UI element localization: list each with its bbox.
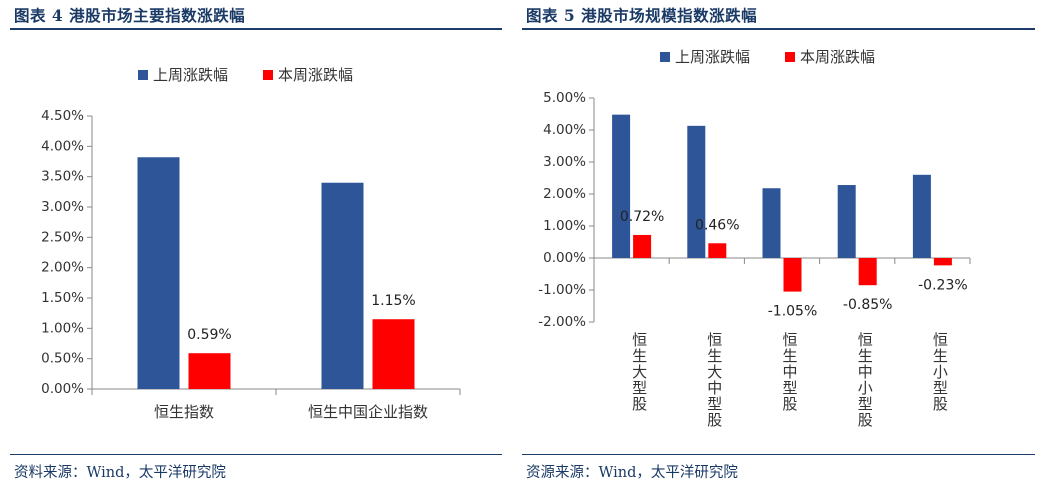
bar-last-week: [321, 182, 364, 389]
y-tick-label: 4.00%: [41, 138, 84, 154]
source-note: 资源来源：Wind，太平洋研究院: [526, 465, 738, 481]
bar-this-week: [783, 258, 802, 292]
y-tick-label: 1.50%: [41, 290, 84, 306]
bar-last-week: [612, 114, 631, 258]
source-rule: [522, 454, 1035, 455]
legend-label: 上周涨跌幅: [153, 66, 228, 84]
x-category-label: 大: [707, 363, 722, 381]
data-label: 0.46%: [695, 217, 739, 233]
bar-last-week: [837, 185, 856, 258]
x-category-label: 恒: [707, 331, 722, 349]
x-category-label: 恒生中国企业指数: [308, 403, 428, 421]
y-tick-label: 3.00%: [543, 154, 586, 170]
data-label: -1.05%: [768, 304, 818, 320]
x-category-label: 生: [632, 347, 647, 365]
bar-last-week: [912, 174, 931, 258]
x-category-label: 生: [707, 347, 722, 365]
y-tick-label: 0.50%: [41, 351, 84, 367]
y-tick-label: 4.50%: [41, 108, 84, 124]
x-category-label: 中: [707, 379, 722, 397]
x-category-label: 股: [858, 411, 873, 429]
y-tick-label: 2.00%: [41, 260, 84, 276]
left-chart: 上周涨跌幅 本周涨跌幅 4.50% 4.00% 3.50% 3.00% 2.50% 2.00%…: [41, 66, 461, 421]
right-chart: 上周涨跌幅 本周涨跌幅 5.00% 4.00% 3.00% 2.00% 1.00% 0.00%…: [538, 48, 971, 429]
y-tick-label: 2.50%: [41, 229, 84, 245]
x-category-label: 小: [933, 363, 948, 381]
x-category-label: 恒: [782, 331, 797, 349]
y-tick-label: 1.00%: [543, 218, 586, 234]
y-tick-label: 1.00%: [41, 320, 84, 336]
legend-swatch: [660, 52, 670, 62]
y-tick-label: 3.00%: [41, 199, 84, 215]
source-note: 资料来源：Wind，太平洋研究院: [14, 465, 226, 481]
data-label: 0.59%: [187, 327, 231, 343]
x-category-label: 生: [858, 347, 873, 365]
data-label: -0.23%: [918, 277, 968, 293]
legend-label: 上周涨跌幅: [675, 48, 750, 66]
x-category-label: 型: [782, 379, 797, 397]
bar-last-week: [137, 157, 180, 389]
chart-title: 图表 5 港股市场规模指数涨跌幅: [526, 6, 758, 25]
x-category-label: 生: [933, 347, 948, 365]
data-label: -0.85%: [843, 297, 893, 313]
x-category-label: 恒: [858, 331, 873, 349]
bar-this-week: [188, 353, 231, 389]
legend-swatch: [785, 52, 795, 62]
chart-title: 图表 4 港股市场主要指数涨跌幅: [14, 6, 246, 25]
legend-swatch: [138, 70, 148, 80]
x-category-label: 股: [782, 395, 797, 413]
right-panel: 图表 5 港股市场规模指数涨跌幅 上周涨跌幅 本周涨跌幅 5.00% 4.00% 3.0…: [512, 0, 1039, 488]
x-category-label: 恒: [933, 331, 948, 349]
x-category-label: 型: [933, 379, 948, 397]
legend-swatch: [263, 70, 273, 80]
x-category-label: 大: [632, 363, 647, 381]
bar-this-week: [633, 234, 652, 258]
x-category-label: 中: [782, 363, 797, 381]
x-category-label: 型: [707, 395, 722, 413]
y-tick-label: 3.50%: [41, 169, 84, 185]
bar-this-week: [933, 258, 952, 266]
title-rule: [522, 28, 1035, 30]
y-tick-label: -2.00%: [538, 314, 586, 330]
x-category-label: 小: [858, 379, 873, 397]
left-panel: 图表 4 港股市场主要指数涨跌幅 上周涨跌幅 本周涨跌幅 4.50% 4.00% 3.5…: [0, 0, 506, 488]
x-category-label: 股: [933, 395, 948, 413]
y-tick-label: -1.00%: [538, 282, 586, 298]
y-tick-label: 4.00%: [543, 122, 586, 138]
bar-this-week: [858, 258, 877, 286]
title-rule: [10, 28, 502, 30]
y-tick-label: 2.00%: [543, 186, 586, 202]
x-category-label: 型: [858, 395, 873, 413]
data-label: 0.72%: [620, 209, 664, 225]
bar-this-week: [708, 243, 727, 258]
source-rule: [10, 454, 502, 455]
x-category-label: 生: [782, 347, 797, 365]
legend-label: 本周涨跌幅: [800, 48, 875, 66]
y-tick-label: 5.00%: [543, 90, 586, 106]
x-category-label: 股: [632, 395, 647, 413]
x-category-label: 股: [707, 411, 722, 429]
x-category-label: 恒: [632, 331, 647, 349]
bar-last-week: [687, 125, 706, 258]
x-category-label: 中: [858, 363, 873, 381]
bar-last-week: [762, 188, 781, 258]
y-tick-label: 0.00%: [41, 381, 84, 397]
x-category-label: 型: [632, 379, 647, 397]
y-tick-label: 0.00%: [543, 250, 586, 266]
data-label: 1.15%: [371, 293, 415, 309]
legend-label: 本周涨跌幅: [278, 66, 353, 84]
x-category-label: 恒生指数: [154, 403, 214, 421]
bar-this-week: [372, 319, 415, 389]
